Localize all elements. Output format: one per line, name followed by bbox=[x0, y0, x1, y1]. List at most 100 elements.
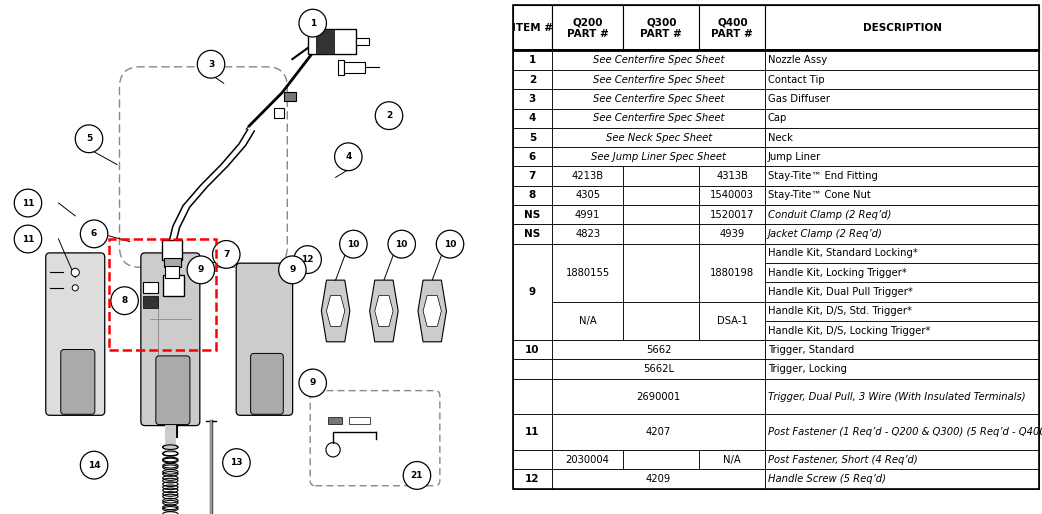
Text: 1880198: 1880198 bbox=[711, 268, 754, 278]
Text: Q300
PART #: Q300 PART # bbox=[641, 17, 683, 39]
Bar bbox=[765, 225, 1039, 244]
Text: Handle Kit, Locking Trigger*: Handle Kit, Locking Trigger* bbox=[768, 268, 907, 278]
Text: Q200
PART #: Q200 PART # bbox=[567, 17, 609, 39]
Text: 9: 9 bbox=[309, 378, 316, 388]
Text: 5: 5 bbox=[528, 133, 536, 142]
Bar bbox=[513, 379, 552, 414]
Bar bbox=[513, 51, 552, 70]
Polygon shape bbox=[370, 280, 398, 342]
Text: 10: 10 bbox=[444, 240, 456, 249]
Text: See Neck Spec Sheet: See Neck Spec Sheet bbox=[605, 133, 712, 142]
Text: DSA-1: DSA-1 bbox=[717, 316, 748, 326]
Bar bbox=[765, 379, 1039, 414]
Text: DESCRIPTION: DESCRIPTION bbox=[863, 23, 942, 33]
Text: Neck: Neck bbox=[768, 133, 793, 142]
Text: Post Fastener, Short (4 Req’d): Post Fastener, Short (4 Req’d) bbox=[768, 455, 918, 465]
Bar bbox=[552, 340, 765, 359]
Text: Trigger, Locking: Trigger, Locking bbox=[768, 364, 847, 374]
Bar bbox=[552, 5, 623, 51]
Circle shape bbox=[223, 449, 250, 476]
Text: 2: 2 bbox=[528, 75, 536, 85]
Text: 6: 6 bbox=[91, 229, 97, 238]
Bar bbox=[344, 62, 365, 73]
Bar bbox=[552, 89, 765, 108]
Text: 10: 10 bbox=[396, 240, 407, 249]
Text: Conduit Clamp (2 Req’d): Conduit Clamp (2 Req’d) bbox=[768, 210, 891, 219]
Text: Trigger, Dual Pull, 3 Wire (With Insulated Terminals): Trigger, Dual Pull, 3 Wire (With Insulat… bbox=[768, 392, 1025, 401]
Circle shape bbox=[75, 125, 103, 153]
Text: 3: 3 bbox=[208, 60, 215, 69]
Text: 4305: 4305 bbox=[575, 191, 600, 200]
Text: 9: 9 bbox=[198, 265, 204, 274]
Bar bbox=[623, 167, 699, 186]
Bar bbox=[699, 302, 765, 340]
Bar bbox=[513, 128, 552, 147]
Circle shape bbox=[15, 225, 42, 253]
Text: 10: 10 bbox=[347, 240, 359, 249]
Bar bbox=[552, 469, 765, 489]
Text: 1540003: 1540003 bbox=[711, 191, 754, 200]
Text: 4207: 4207 bbox=[646, 427, 671, 437]
Circle shape bbox=[403, 462, 430, 489]
Circle shape bbox=[299, 369, 326, 397]
Bar bbox=[317, 29, 334, 54]
Polygon shape bbox=[423, 296, 442, 326]
Text: Nozzle Assy: Nozzle Assy bbox=[768, 56, 827, 65]
Bar bbox=[699, 450, 765, 469]
Text: 4939: 4939 bbox=[720, 229, 745, 239]
Bar bbox=[623, 244, 699, 302]
Text: 4991: 4991 bbox=[575, 210, 600, 219]
Bar bbox=[513, 450, 552, 469]
Text: See Centerfire Spec Sheet: See Centerfire Spec Sheet bbox=[593, 113, 724, 123]
Text: Handle Kit, Dual Pull Trigger*: Handle Kit, Dual Pull Trigger* bbox=[768, 287, 913, 297]
Circle shape bbox=[388, 230, 416, 258]
Text: 4823: 4823 bbox=[575, 229, 600, 239]
Bar bbox=[699, 244, 765, 302]
Bar bbox=[765, 414, 1039, 450]
Bar bbox=[513, 340, 552, 359]
Text: See Jump Liner Spec Sheet: See Jump Liner Spec Sheet bbox=[591, 152, 726, 162]
Bar bbox=[623, 5, 699, 51]
Bar bbox=[513, 49, 1039, 51]
Text: 4209: 4209 bbox=[646, 474, 671, 484]
Circle shape bbox=[71, 268, 79, 277]
Polygon shape bbox=[375, 296, 393, 326]
Bar bbox=[552, 414, 765, 450]
Text: N/A: N/A bbox=[578, 316, 596, 326]
Text: See Centerfire Spec Sheet: See Centerfire Spec Sheet bbox=[593, 75, 724, 85]
Text: Q400
PART #: Q400 PART # bbox=[712, 17, 753, 39]
Text: 2690001: 2690001 bbox=[637, 392, 680, 401]
Bar bbox=[765, 321, 1039, 340]
Text: ITEM #: ITEM # bbox=[512, 23, 553, 33]
Bar bbox=[552, 379, 765, 414]
Bar bbox=[699, 167, 765, 186]
Bar bbox=[765, 282, 1039, 302]
Bar bbox=[163, 275, 184, 296]
Bar bbox=[765, 167, 1039, 186]
Circle shape bbox=[72, 285, 78, 291]
Bar bbox=[356, 38, 369, 45]
Bar bbox=[513, 225, 552, 244]
Polygon shape bbox=[326, 296, 345, 326]
FancyBboxPatch shape bbox=[141, 253, 200, 426]
Circle shape bbox=[375, 102, 402, 130]
Text: Handle Screw (5 Req’d): Handle Screw (5 Req’d) bbox=[768, 474, 886, 484]
Text: Stay-Tite™ Cone Nut: Stay-Tite™ Cone Nut bbox=[768, 191, 871, 200]
Text: 14: 14 bbox=[88, 461, 100, 470]
FancyBboxPatch shape bbox=[156, 356, 190, 425]
Circle shape bbox=[334, 143, 362, 171]
Text: Contact Tip: Contact Tip bbox=[768, 75, 824, 85]
FancyBboxPatch shape bbox=[251, 354, 283, 414]
Text: 12: 12 bbox=[301, 255, 314, 264]
Bar bbox=[513, 5, 552, 51]
Text: Trigger, Standard: Trigger, Standard bbox=[768, 345, 854, 355]
Bar bbox=[513, 205, 552, 225]
Bar bbox=[765, 108, 1039, 128]
Text: 8: 8 bbox=[528, 191, 536, 200]
Circle shape bbox=[299, 9, 326, 37]
Bar bbox=[765, 147, 1039, 167]
Bar bbox=[274, 108, 283, 118]
Bar bbox=[307, 29, 356, 54]
Bar bbox=[765, 128, 1039, 147]
Bar bbox=[349, 417, 370, 424]
